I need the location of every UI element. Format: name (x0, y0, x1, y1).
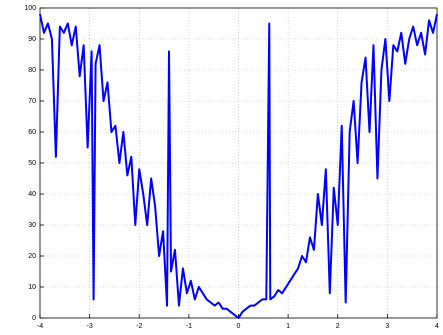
y-tick-label: 30 (28, 222, 36, 229)
x-tick-label: -3 (87, 323, 93, 330)
y-tick-label: 10 (28, 284, 36, 291)
x-tick-label: 1 (286, 323, 290, 330)
y-tick-label: 80 (28, 67, 36, 74)
x-tick-label: 2 (336, 323, 340, 330)
x-tick-label: 4 (435, 323, 439, 330)
y-tick-label: 100 (24, 5, 36, 12)
y-tick-label: 60 (28, 129, 36, 136)
x-tick-label: -4 (37, 323, 43, 330)
x-tick-label: -1 (186, 323, 192, 330)
y-tick-label: 20 (28, 253, 36, 260)
x-tick-label: 3 (385, 323, 389, 330)
y-tick-label: 50 (28, 160, 36, 167)
y-tick-label: 0 (32, 315, 36, 322)
data-line (39, 13, 438, 319)
x-tick-label: 0 (237, 323, 241, 330)
y-tick-label: 40 (28, 191, 36, 198)
x-tick-label: -2 (136, 323, 142, 330)
y-tick-label: 70 (28, 98, 36, 105)
y-tick-label: 90 (28, 36, 36, 43)
